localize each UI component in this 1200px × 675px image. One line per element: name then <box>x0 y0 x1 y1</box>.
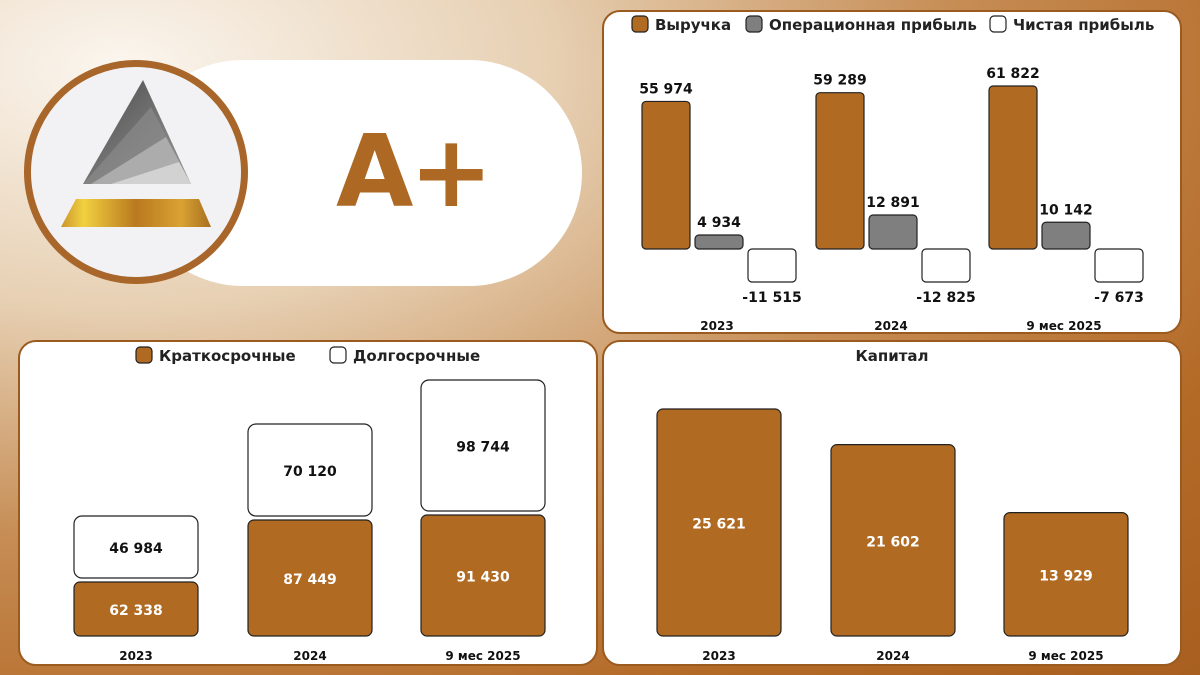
revenue-profit-panel: Выручка Операционная прибыль Чистая прибыл… <box>602 10 1182 334</box>
bar-2-2 <box>247 423 373 517</box>
x-tick-label-2: 2024 <box>293 649 326 663</box>
data-label-1-3: 61 822 <box>986 66 1040 82</box>
bar-3-3 <box>1094 248 1144 283</box>
bar-1-2 <box>815 92 865 250</box>
data-label-1-2: 87 449 <box>283 572 337 588</box>
data-label-3-2: -12 825 <box>916 290 975 306</box>
x-tick-label-3: 9 мес 2025 <box>445 649 520 663</box>
legend-item-2-label: Операционная прибыль <box>769 16 977 34</box>
x-tick-label-1: 2023 <box>119 649 152 663</box>
data-label-2-3: 10 142 <box>1039 202 1093 218</box>
x-tick-label-1: 2023 <box>702 649 735 663</box>
revenue-profit-chart: Выручка Операционная прибыль Чистая прибыл… <box>631 15 1154 332</box>
capital-panel: Капитал 25 621 2023 21 602 2024 13 929 9 мес 2… <box>602 340 1182 666</box>
debt-panel: Краткосрочные Долгосрочные 62 338 46 984 202… <box>18 340 598 666</box>
data-label-2-3: 98 744 <box>456 440 510 456</box>
data-label-1-1: 55 974 <box>639 81 693 97</box>
data-label-2: 21 602 <box>866 534 920 550</box>
legend-item-1-swatch <box>631 15 649 33</box>
data-label-2-1: 46 984 <box>109 541 163 557</box>
legend-item-2-label: Долгосрочные <box>353 347 480 365</box>
legend-item-1-label: Выручка <box>655 16 731 34</box>
logo-graphic <box>61 80 211 227</box>
bar-1-2 <box>247 519 373 637</box>
data-label-3-1: -11 515 <box>742 290 801 306</box>
legend-item-3-label: Чистая прибыль <box>1013 16 1154 34</box>
x-tick-label-3: 9 мес 2025 <box>1028 649 1103 663</box>
data-label-3-3: -7 673 <box>1094 290 1144 306</box>
legend-item-1-label: Краткосрочные <box>159 347 296 365</box>
bar-2-1 <box>73 515 199 579</box>
bar-1-1 <box>73 581 199 637</box>
data-label-2-2: 70 120 <box>283 464 337 480</box>
x-tick-label-3: 9 мес 2025 <box>1026 319 1101 332</box>
legend-item-1-swatch <box>135 346 153 364</box>
data-label-1-1: 62 338 <box>109 603 163 619</box>
data-label-1: 25 621 <box>692 517 746 533</box>
data-label-2-1: 4 934 <box>697 215 741 231</box>
bar-2-3 <box>1041 221 1091 250</box>
bar-3 <box>1003 511 1129 637</box>
bar-2-2 <box>868 214 918 250</box>
bar-3-2 <box>921 248 971 283</box>
x-tick-label-2: 2024 <box>876 649 909 663</box>
data-label-1-3: 91 430 <box>456 570 510 586</box>
x-tick-label-1: 2023 <box>700 319 733 332</box>
bar-1-3 <box>988 85 1038 250</box>
bar-3-1 <box>747 248 797 283</box>
bar-1-1 <box>641 100 691 250</box>
data-label-3: 13 929 <box>1039 568 1093 584</box>
company-logo <box>24 60 248 284</box>
bar-2 <box>830 444 956 637</box>
bar-2-3 <box>420 379 546 512</box>
legend-item-2-swatch <box>745 15 763 33</box>
data-label-2-2: 12 891 <box>866 195 920 211</box>
capital-chart: Капитал 25 621 2023 21 602 2024 13 929 9 мес 2… <box>656 347 1129 663</box>
chart-title: Капитал <box>855 347 928 365</box>
credit-rating: A+ <box>336 113 493 230</box>
legend-item-3-swatch <box>989 15 1007 33</box>
debt-chart: Краткосрочные Долгосрочные 62 338 46 984 202… <box>73 346 546 663</box>
x-tick-label-2: 2024 <box>874 319 907 332</box>
bar-1 <box>656 408 782 637</box>
legend-item-2-swatch <box>329 346 347 364</box>
bar-2-1 <box>694 234 744 250</box>
data-label-1-2: 59 289 <box>813 73 867 89</box>
bar-1-3 <box>420 514 546 637</box>
